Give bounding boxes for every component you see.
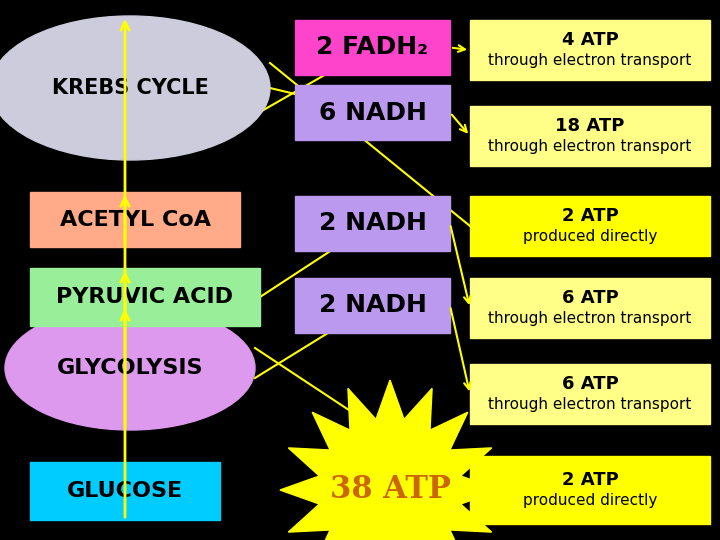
FancyBboxPatch shape xyxy=(30,192,240,247)
Text: 2 NADH: 2 NADH xyxy=(318,212,426,235)
Text: 6 ATP: 6 ATP xyxy=(562,289,618,307)
Text: 2 FADH₂: 2 FADH₂ xyxy=(316,36,428,59)
FancyBboxPatch shape xyxy=(30,462,220,520)
FancyBboxPatch shape xyxy=(470,456,710,524)
Text: produced directly: produced directly xyxy=(523,494,657,509)
Text: produced directly: produced directly xyxy=(523,230,657,245)
Text: 6 NADH: 6 NADH xyxy=(318,100,426,125)
Ellipse shape xyxy=(0,16,270,160)
FancyBboxPatch shape xyxy=(295,20,450,75)
FancyBboxPatch shape xyxy=(295,85,450,140)
FancyBboxPatch shape xyxy=(30,268,260,326)
Text: 18 ATP: 18 ATP xyxy=(555,117,625,135)
FancyBboxPatch shape xyxy=(470,278,710,338)
Ellipse shape xyxy=(5,306,255,430)
Text: GLUCOSE: GLUCOSE xyxy=(67,481,183,501)
FancyBboxPatch shape xyxy=(470,364,710,424)
FancyBboxPatch shape xyxy=(295,196,450,251)
Text: 6 ATP: 6 ATP xyxy=(562,375,618,393)
FancyBboxPatch shape xyxy=(470,20,710,80)
FancyBboxPatch shape xyxy=(470,196,710,256)
Text: through electron transport: through electron transport xyxy=(488,139,692,154)
FancyBboxPatch shape xyxy=(470,106,710,166)
FancyBboxPatch shape xyxy=(295,278,450,333)
Text: through electron transport: through electron transport xyxy=(488,397,692,413)
Text: ACETYL CoA: ACETYL CoA xyxy=(60,210,210,230)
Text: 2 ATP: 2 ATP xyxy=(562,207,618,225)
Text: PYRUVIC ACID: PYRUVIC ACID xyxy=(56,287,233,307)
Text: 2 ATP: 2 ATP xyxy=(562,471,618,489)
Text: 4 ATP: 4 ATP xyxy=(562,31,618,49)
Text: KREBS CYCLE: KREBS CYCLE xyxy=(52,78,208,98)
Polygon shape xyxy=(280,380,500,540)
Text: through electron transport: through electron transport xyxy=(488,53,692,69)
Text: through electron transport: through electron transport xyxy=(488,312,692,327)
Text: 38 ATP: 38 ATP xyxy=(330,475,451,505)
Text: GLYCOLYSIS: GLYCOLYSIS xyxy=(57,358,203,378)
Text: 2 NADH: 2 NADH xyxy=(318,294,426,318)
